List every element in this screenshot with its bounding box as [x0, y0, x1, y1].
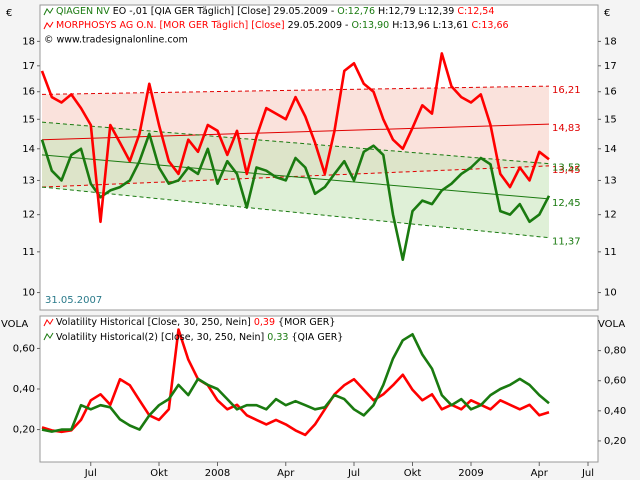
y2-tick-label: 12 [604, 210, 617, 221]
legend-entry: Volatility Historical [Close, 30, 250, N… [56, 317, 335, 328]
x-tick-label: Jul [581, 468, 594, 479]
x-tick-label: Apr [531, 468, 549, 479]
y2-axis-label: VOLA [598, 319, 625, 330]
channel-line [41, 121, 550, 165]
y-tick-label: 0,60 [13, 343, 35, 354]
legend-close: C:13,66 [472, 20, 509, 31]
channel-label: 12,45 [552, 198, 581, 209]
channel-label: 13,45 [552, 165, 581, 176]
legend-name: Volatility Historical [Close, 30, 250, N… [56, 317, 251, 328]
y2-tick-label: 15 [604, 114, 617, 125]
legend-suffix: {QIA GER} [291, 332, 343, 343]
x-tick-label: 2008 [205, 468, 230, 479]
legend-value: 0,33 [267, 332, 288, 343]
price-legend: QIAGEN NV EO -,01 [QIA GER Täglich] [Clo… [43, 6, 509, 306]
legend-entry: MORPHOSYS AG O.N. [MOR GER Täglich] [Clo… [56, 20, 509, 31]
x-tick-label: Jul [84, 468, 97, 479]
y-tick-label: 12 [22, 210, 35, 221]
legend-open: O:12,76 [337, 6, 375, 17]
y-tick-label: 11 [22, 247, 35, 258]
watermark: © www.tradesignalonline.com [44, 35, 188, 46]
channel-line [41, 154, 550, 200]
legend-high-low: H:13,96 L:13,61 [392, 20, 468, 31]
legend-icon [43, 332, 54, 341]
legend-detail: EO -,01 [QIA GER Täglich] [Close] 29.05.… [113, 6, 335, 17]
marks: € €10 11 12 13 14 15 16 17 18 10 11 12 13 14 15 16 17 18 16… [1, 8, 626, 479]
legend-name: MORPHOSYS AG O.N. [MOR GER Täglich] [Clo… [56, 20, 285, 31]
legend-suffix: {MOR GER} [278, 317, 335, 328]
y-tick-label: 14 [22, 144, 35, 155]
y-tick-label: 0,40 [13, 384, 35, 395]
channel-line [41, 186, 550, 239]
y-axis-label: VOLA [1, 319, 28, 330]
y2-tick-label: 11 [604, 247, 617, 258]
series-line [41, 328, 550, 437]
y2-tick-label: 0,80 [604, 346, 626, 357]
y-tick-label: 13 [22, 175, 35, 186]
legend-name: QIAGEN NV [56, 6, 110, 17]
channel-line [41, 85, 550, 95]
channel-label: 13,52 [552, 163, 581, 174]
y2-axis-label: € [604, 8, 610, 19]
legend-icon [43, 21, 54, 30]
start-date: 31.05.2007 [45, 295, 102, 306]
y2-tick-label: 18 [604, 36, 617, 47]
legend-icon [43, 7, 54, 16]
y-tick-label: 16 [22, 87, 35, 98]
x-tick-label: Okt [150, 468, 168, 479]
legend-close: C:12,54 [457, 6, 494, 17]
series-line [40, 132, 551, 261]
y2-tick-label: 13 [604, 175, 617, 186]
y2-tick-label: 14 [604, 144, 617, 155]
legend-value: 0,39 [254, 317, 275, 328]
y-tick-label: 10 [22, 288, 35, 299]
y2-tick-label: 10 [604, 288, 617, 299]
legend-open: O:13,90 [351, 20, 389, 31]
legend-entry: QIAGEN NV EO -,01 [QIA GER Täglich] [Clo… [56, 6, 494, 17]
y-tick-label: 18 [22, 36, 35, 47]
y2-tick-label: 16 [604, 87, 617, 98]
y-tick-label: 17 [22, 61, 35, 72]
legend-high-low: H:12,79 L:12,39 [378, 6, 454, 17]
legend-icon [43, 318, 54, 327]
volatility-legend: Volatility Historical [Close, 30, 250, N… [43, 317, 343, 343]
legend-name: Volatility Historical(2) [Close, 30, 250… [56, 332, 264, 343]
channel-line [41, 123, 550, 141]
y2-tick-label: 0,60 [604, 376, 626, 387]
series-line [40, 52, 550, 224]
y-axis-label: € [6, 8, 12, 19]
x-tick-label: Apr [277, 468, 295, 479]
x-tick-label: Okt [404, 468, 422, 479]
legend-detail: 29.05.2009 - [288, 20, 349, 31]
legend-entry: Volatility Historical(2) [Close, 30, 250… [56, 332, 343, 343]
y-tick-label: 0,20 [13, 425, 35, 436]
y2-tick-label: 0,40 [604, 406, 626, 417]
y2-tick-label: 17 [604, 61, 617, 72]
y2-tick-label: 0,20 [604, 436, 626, 447]
x-tick-label: Jul [347, 468, 360, 479]
channel-label: 16,21 [552, 85, 581, 96]
channel-label: 11,37 [552, 237, 581, 248]
y-tick-label: 15 [22, 114, 35, 125]
channel-fill [42, 122, 549, 238]
series-line [41, 333, 550, 433]
x-tick-label: 2009 [458, 468, 483, 479]
channel-label: 14,83 [552, 123, 581, 134]
